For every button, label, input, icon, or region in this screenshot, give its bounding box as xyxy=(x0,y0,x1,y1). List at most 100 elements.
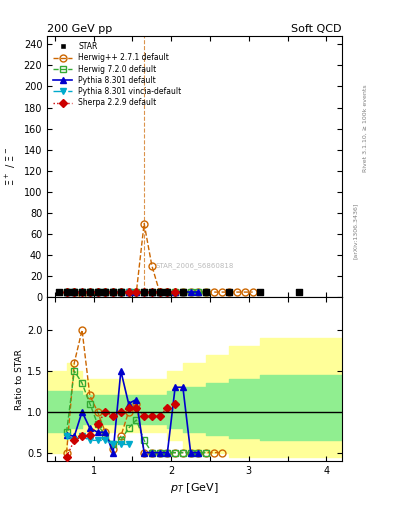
Herwig 7.2.0 default xyxy=(88,289,92,295)
Pythia 8.301 vincia-default xyxy=(80,289,84,295)
Herwig 7.2.0 default xyxy=(103,289,108,295)
STAR xyxy=(257,288,264,296)
STAR xyxy=(180,288,186,296)
Sherpa 2.2.9 default xyxy=(88,289,92,295)
Pythia 8.301 default xyxy=(142,289,147,295)
Herwig++ 2.7.1 default xyxy=(134,289,139,295)
Pythia 8.301 default xyxy=(88,289,92,295)
Herwig++ 2.7.1 default xyxy=(103,289,108,295)
Sherpa 2.2.9 default xyxy=(111,289,116,295)
STAR xyxy=(87,288,93,296)
Herwig++ 2.7.1 default xyxy=(242,289,247,295)
STAR xyxy=(156,288,163,296)
STAR xyxy=(56,288,62,296)
Herwig++ 2.7.1 default xyxy=(250,289,255,295)
Herwig++ 2.7.1 default xyxy=(219,289,224,295)
Pythia 8.301 default xyxy=(103,289,108,295)
Herwig 7.2.0 default xyxy=(173,289,178,295)
Herwig 7.2.0 default xyxy=(142,289,147,295)
STAR xyxy=(141,288,147,296)
Pythia 8.301 vincia-default xyxy=(95,289,100,295)
Legend: STAR, Herwig++ 2.7.1 default, Herwig 7.2.0 default, Pythia 8.301 default, Pythia: STAR, Herwig++ 2.7.1 default, Herwig 7.2… xyxy=(51,39,184,110)
Pythia 8.301 vincia-default xyxy=(103,289,108,295)
Herwig++ 2.7.1 default xyxy=(149,263,154,269)
STAR xyxy=(203,288,209,296)
STAR xyxy=(118,288,124,296)
Sherpa 2.2.9 default xyxy=(165,289,170,295)
Pythia 8.301 vincia-default xyxy=(72,289,77,295)
Sherpa 2.2.9 default xyxy=(80,289,84,295)
Pythia 8.301 default xyxy=(157,289,162,295)
Herwig 7.2.0 default xyxy=(180,289,185,295)
Sherpa 2.2.9 default xyxy=(157,289,162,295)
Herwig 7.2.0 default xyxy=(64,289,69,295)
Herwig++ 2.7.1 default xyxy=(80,292,84,298)
Herwig++ 2.7.1 default xyxy=(126,289,131,295)
Line: Herwig 7.2.0 default: Herwig 7.2.0 default xyxy=(63,289,209,295)
Sherpa 2.2.9 default xyxy=(72,289,77,295)
Herwig++ 2.7.1 default xyxy=(157,289,162,295)
Pythia 8.301 default xyxy=(72,289,77,295)
Herwig 7.2.0 default xyxy=(165,289,170,295)
Line: Pythia 8.301 vincia-default: Pythia 8.301 vincia-default xyxy=(63,289,132,295)
Line: Sherpa 2.2.9 default: Sherpa 2.2.9 default xyxy=(64,289,178,295)
STAR xyxy=(102,288,108,296)
Herwig 7.2.0 default xyxy=(80,289,84,295)
Herwig 7.2.0 default xyxy=(149,289,154,295)
Herwig 7.2.0 default xyxy=(134,289,139,295)
Pythia 8.301 default xyxy=(111,289,116,295)
Herwig++ 2.7.1 default xyxy=(180,289,185,295)
Sherpa 2.2.9 default xyxy=(149,289,154,295)
Text: Soft QCD: Soft QCD xyxy=(292,24,342,34)
Pythia 8.301 default xyxy=(165,289,170,295)
Pythia 8.301 default xyxy=(64,289,69,295)
Pythia 8.301 default xyxy=(173,289,178,295)
STAR xyxy=(149,288,155,296)
STAR xyxy=(71,288,77,296)
Text: Rivet 3.1.10, ≥ 100k events: Rivet 3.1.10, ≥ 100k events xyxy=(363,84,368,172)
Herwig 7.2.0 default xyxy=(111,289,116,295)
Line: Pythia 8.301 default: Pythia 8.301 default xyxy=(63,289,202,295)
STAR xyxy=(296,288,302,296)
Pythia 8.301 default xyxy=(126,289,131,295)
Herwig++ 2.7.1 default xyxy=(64,289,69,295)
Text: [arXiv:1306.3436]: [arXiv:1306.3436] xyxy=(353,202,358,259)
STAR xyxy=(226,288,233,296)
Line: Herwig++ 2.7.1 default: Herwig++ 2.7.1 default xyxy=(63,220,256,298)
Herwig++ 2.7.1 default xyxy=(72,289,77,295)
Sherpa 2.2.9 default xyxy=(134,289,139,295)
Pythia 8.301 default xyxy=(180,289,185,295)
Herwig++ 2.7.1 default xyxy=(95,289,100,295)
Herwig 7.2.0 default xyxy=(95,289,100,295)
Herwig 7.2.0 default xyxy=(72,289,77,295)
Pythia 8.301 default xyxy=(95,289,100,295)
Herwig 7.2.0 default xyxy=(126,289,131,295)
Pythia 8.301 default xyxy=(196,289,201,295)
Sherpa 2.2.9 default xyxy=(103,289,108,295)
Herwig++ 2.7.1 default xyxy=(211,289,216,295)
X-axis label: $p_T$ [GeV]: $p_T$ [GeV] xyxy=(170,481,219,495)
Herwig 7.2.0 default xyxy=(204,289,209,295)
Herwig++ 2.7.1 default xyxy=(142,221,147,227)
Sherpa 2.2.9 default xyxy=(173,289,178,295)
Y-axis label: $\Xi^+$ / $\Xi^-$: $\Xi^+$ / $\Xi^-$ xyxy=(4,147,18,186)
Pythia 8.301 vincia-default xyxy=(111,289,116,295)
Herwig++ 2.7.1 default xyxy=(227,289,232,295)
Herwig 7.2.0 default xyxy=(157,289,162,295)
Pythia 8.301 vincia-default xyxy=(119,289,123,295)
Pythia 8.301 default xyxy=(134,289,139,295)
Herwig++ 2.7.1 default xyxy=(235,289,240,295)
Pythia 8.301 default xyxy=(80,289,84,295)
Pythia 8.301 vincia-default xyxy=(64,289,69,295)
Herwig++ 2.7.1 default xyxy=(119,289,123,295)
Herwig 7.2.0 default xyxy=(196,289,201,295)
Herwig++ 2.7.1 default xyxy=(204,289,209,295)
Pythia 8.301 default xyxy=(149,289,154,295)
Pythia 8.301 vincia-default xyxy=(126,289,131,295)
Herwig++ 2.7.1 default xyxy=(188,289,193,295)
Text: 200 GeV pp: 200 GeV pp xyxy=(47,24,112,34)
Pythia 8.301 default xyxy=(188,289,193,295)
STAR xyxy=(79,288,85,296)
Herwig++ 2.7.1 default xyxy=(111,289,116,295)
STAR xyxy=(164,288,171,296)
